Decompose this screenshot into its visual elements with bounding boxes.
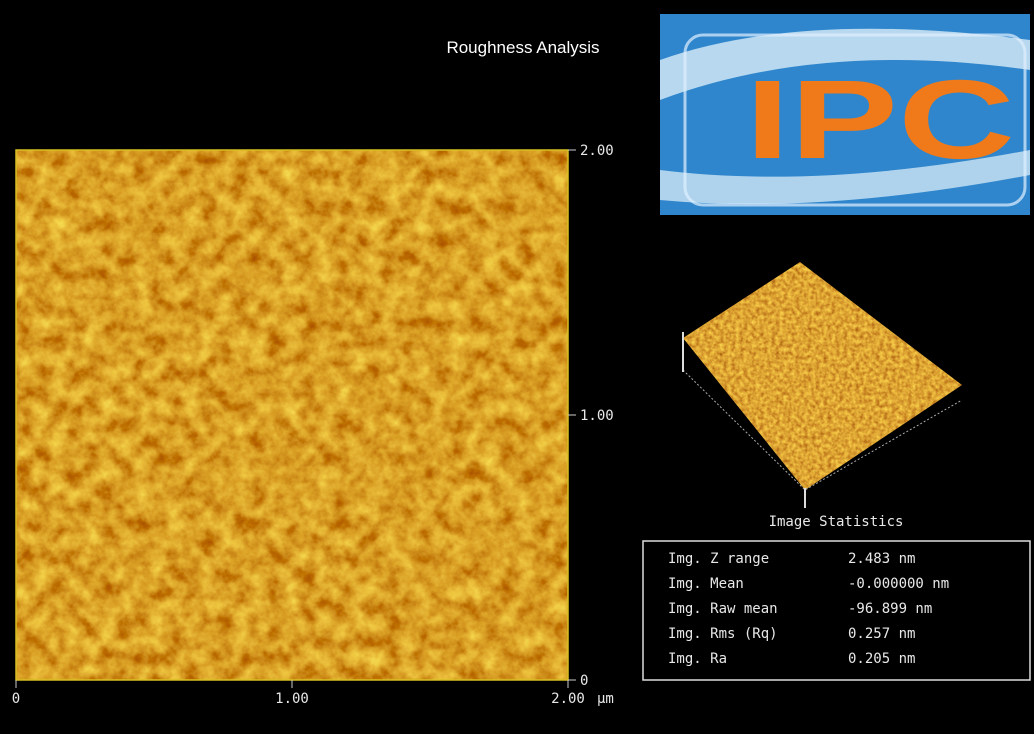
surface-3d <box>683 262 963 508</box>
stat-value: 0.257 nm <box>848 626 915 642</box>
y-axis-labels: 2.00 1.00 0 <box>580 143 614 689</box>
stats-title: Image Statistics <box>769 514 904 530</box>
stat-label: Img. Raw mean <box>668 601 778 617</box>
stat-value: -96.899 nm <box>848 601 932 617</box>
stat-label: Img. Mean <box>668 576 744 592</box>
stat-label: Img. Rms (Rq) <box>668 626 778 642</box>
logo-text: IPC <box>745 57 1015 182</box>
x-axis-labels: 0 1.00 2.00 µm <box>12 691 614 707</box>
stat-value: 0.205 nm <box>848 651 915 667</box>
y-label: 2.00 <box>580 143 614 159</box>
x-unit: µm <box>597 691 614 707</box>
title: Roughness Analysis <box>446 38 599 57</box>
analysis-window: Roughness Analysis 2.00 1.00 0 0 1.00 2.… <box>0 0 1034 734</box>
stat-label: Img. Z range <box>668 551 769 567</box>
x-label: 0 <box>12 691 20 707</box>
stats-rows: Img. Z range 2.483 nm Img. Mean -0.000000 n… <box>668 551 949 667</box>
y-label: 0 <box>580 673 588 689</box>
logo: IPC <box>660 14 1030 215</box>
afm-image <box>16 150 568 680</box>
x-label: 2.00 <box>551 691 585 707</box>
page: Roughness Analysis 2.00 1.00 0 0 1.00 2.… <box>0 0 1034 734</box>
x-label: 1.00 <box>275 691 309 707</box>
stat-value: -0.000000 nm <box>848 576 949 592</box>
y-label: 1.00 <box>580 408 614 424</box>
stat-label: Img. Ra <box>668 651 727 667</box>
stat-value: 2.483 nm <box>848 551 915 567</box>
